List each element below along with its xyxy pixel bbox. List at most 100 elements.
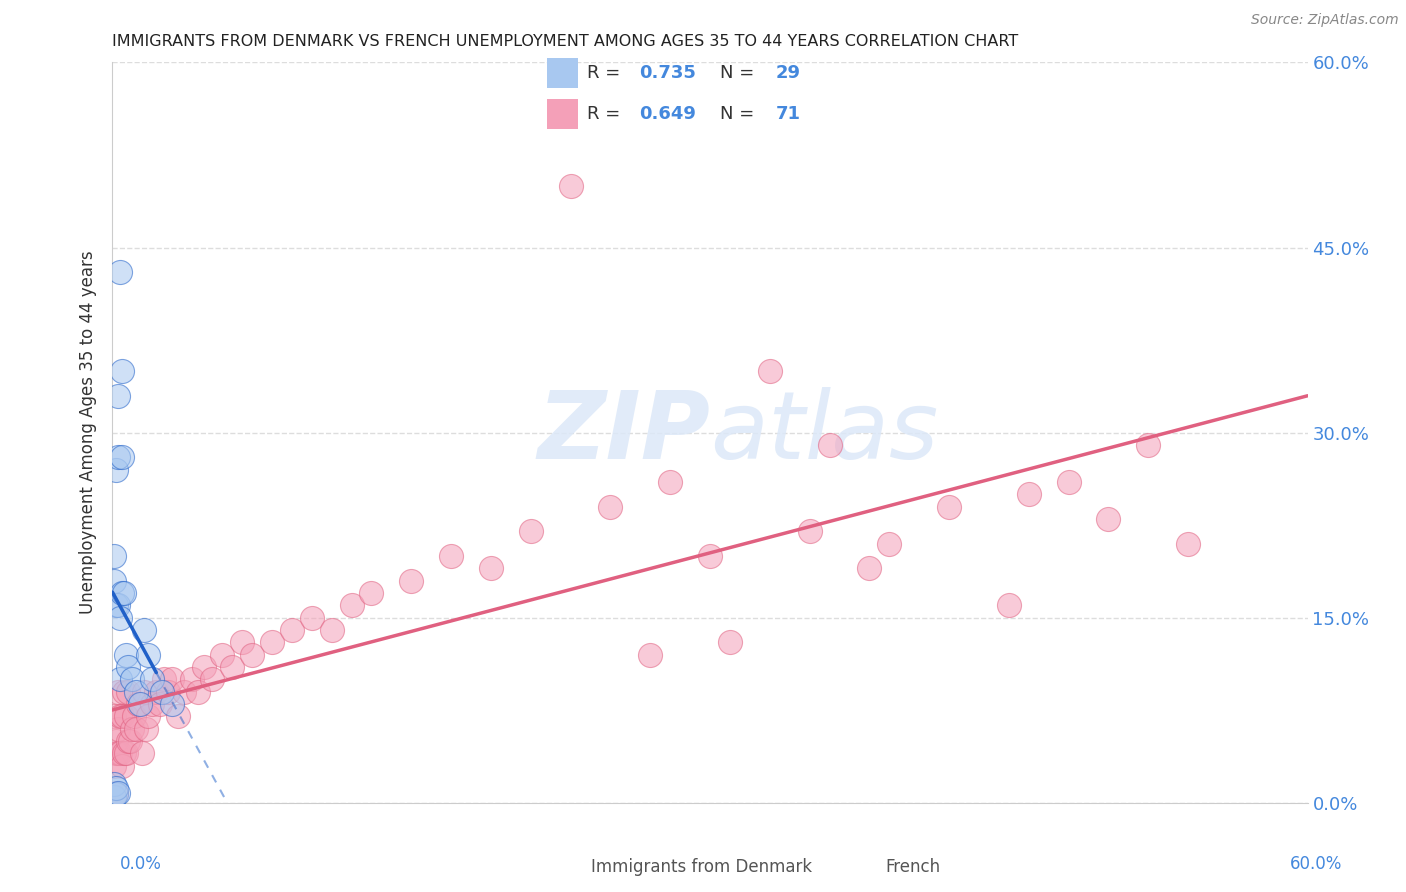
Point (105, 747, 128, 761)
Text: ZIP: ZIP (537, 386, 710, 479)
Point (360, 586, 382, 600)
Text: 0.649: 0.649 (640, 105, 696, 123)
Point (1057, 475, 1080, 489)
Point (125, 685, 148, 699)
Point (167, 709, 190, 723)
Point (115, 747, 138, 761)
Point (1177, 536, 1199, 550)
Point (127, 697, 149, 711)
Text: 71: 71 (776, 105, 800, 123)
FancyBboxPatch shape (547, 58, 578, 88)
Point (201, 673, 224, 687)
Point (110, 709, 132, 723)
Text: N =: N = (720, 64, 759, 82)
Point (260, 635, 283, 649)
Text: N =: N = (720, 105, 759, 123)
Point (321, 623, 343, 637)
Point (105, 780, 128, 795)
Point (718, 635, 741, 649)
Point (150, 685, 173, 699)
Text: 0.0%: 0.0% (120, 855, 162, 872)
Text: atlas: atlas (710, 387, 938, 478)
Point (1018, 487, 1040, 501)
Point (103, 758, 125, 772)
Point (131, 747, 153, 761)
Point (114, 747, 135, 761)
Point (110, 747, 132, 761)
Point (560, 178, 582, 193)
Point (479, 561, 502, 575)
Point (520, 524, 543, 539)
Point (134, 685, 156, 699)
Point (105, 734, 128, 748)
Point (129, 697, 152, 711)
Point (157, 685, 180, 699)
Point (340, 599, 363, 613)
Point (107, 388, 129, 402)
Point (1137, 438, 1160, 452)
Point (117, 685, 139, 699)
Text: French: French (886, 858, 941, 876)
Point (173, 685, 195, 699)
Point (193, 660, 215, 674)
Point (181, 673, 204, 687)
Point (153, 673, 176, 687)
Point (110, 610, 132, 624)
Point (998, 599, 1021, 613)
Point (103, 549, 125, 563)
Y-axis label: Unemployment Among Ages 35 to 44 years: Unemployment Among Ages 35 to 44 years (79, 251, 97, 615)
Point (124, 709, 146, 723)
Point (120, 734, 142, 748)
Text: IMMIGRANTS FROM DENMARK VS FRENCH UNEMPLOYMENT AMONG AGES 35 TO 44 YEARS CORRELA: IMMIGRANTS FROM DENMARK VS FRENCH UNEMPL… (112, 34, 1019, 49)
Point (103, 777, 125, 791)
Point (125, 722, 148, 736)
Text: R =: R = (586, 64, 626, 82)
Point (105, 786, 128, 800)
Point (938, 500, 960, 514)
Point (111, 586, 134, 600)
Point (135, 722, 157, 736)
Point (187, 685, 209, 699)
Point (134, 623, 156, 637)
Point (211, 648, 233, 662)
Point (799, 524, 821, 539)
Point (281, 623, 304, 637)
Text: R =: R = (586, 105, 626, 123)
Point (105, 787, 128, 801)
Point (115, 709, 138, 723)
Point (105, 462, 128, 476)
FancyBboxPatch shape (547, 99, 578, 129)
Point (401, 574, 423, 588)
Point (301, 610, 323, 624)
Point (138, 648, 160, 662)
Point (114, 586, 135, 600)
Point (231, 635, 253, 649)
Point (240, 648, 263, 662)
Text: 29: 29 (776, 64, 800, 82)
Point (107, 722, 129, 736)
Point (149, 697, 172, 711)
Point (111, 758, 134, 772)
Point (111, 364, 134, 378)
Point (162, 697, 183, 711)
Point (141, 697, 163, 711)
Text: Immigrants from Denmark: Immigrants from Denmark (591, 858, 811, 876)
Point (858, 561, 880, 575)
Point (114, 685, 135, 699)
Point (145, 685, 167, 699)
Point (111, 450, 134, 465)
Point (117, 660, 139, 674)
Point (659, 475, 682, 489)
Point (105, 599, 128, 613)
Point (110, 265, 132, 279)
Point (879, 536, 901, 550)
Point (759, 364, 782, 378)
Point (107, 450, 129, 465)
Point (111, 709, 134, 723)
Point (103, 709, 125, 723)
Point (699, 549, 721, 563)
Point (115, 648, 138, 662)
Point (107, 685, 129, 699)
Point (138, 709, 160, 723)
Point (103, 574, 125, 588)
